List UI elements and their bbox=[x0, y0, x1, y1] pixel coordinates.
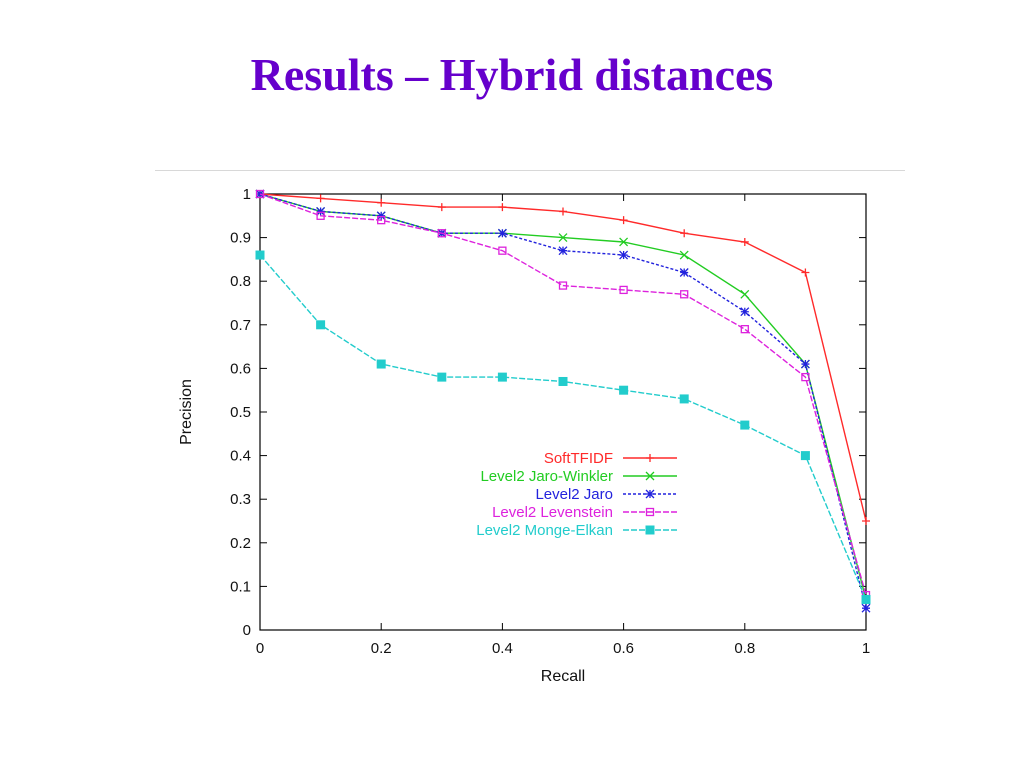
series-line bbox=[259, 193, 867, 609]
y-tick-label: 0.3 bbox=[230, 491, 251, 508]
y-tick-label: 0.9 bbox=[230, 230, 251, 247]
legend-label: Level2 Monge-Elkan bbox=[476, 522, 613, 539]
data-point bbox=[497, 228, 507, 238]
data-point bbox=[645, 489, 655, 499]
data-point bbox=[619, 250, 629, 260]
data-point bbox=[558, 281, 568, 290]
x-axis-label: Recall bbox=[541, 668, 585, 685]
data-point bbox=[645, 525, 655, 535]
data-point bbox=[801, 268, 810, 277]
data-point bbox=[376, 359, 386, 369]
slide-title: Results – Hybrid distances bbox=[250, 49, 774, 100]
data-point bbox=[558, 376, 568, 386]
legend-label: Level2 Jaro-Winkler bbox=[480, 468, 613, 485]
x-tick-label: 1 bbox=[862, 640, 870, 657]
data-point bbox=[862, 517, 870, 525]
y-tick-label: 0.4 bbox=[230, 448, 251, 465]
data-point bbox=[437, 372, 447, 382]
x-tick-label: 0.4 bbox=[492, 640, 513, 657]
legend-item: Level2 Jaro-Winkler bbox=[480, 468, 677, 485]
data-point bbox=[800, 451, 810, 461]
data-point bbox=[740, 325, 749, 334]
legend-item: Level2 Jaro bbox=[535, 486, 677, 503]
series-level2-monge-elkan bbox=[255, 250, 871, 604]
title-divider bbox=[155, 170, 905, 171]
data-point bbox=[861, 594, 871, 604]
data-point bbox=[376, 211, 386, 221]
data-point bbox=[377, 198, 386, 207]
data-point bbox=[316, 211, 325, 220]
y-tick-label: 0 bbox=[243, 622, 251, 639]
plot-frame bbox=[259, 193, 867, 631]
x-tick-label: 0.2 bbox=[371, 640, 392, 657]
x-tick-label: 0 bbox=[256, 640, 264, 657]
data-point bbox=[377, 216, 386, 225]
data-point bbox=[255, 250, 265, 260]
series-line bbox=[259, 193, 867, 596]
data-point bbox=[800, 359, 810, 369]
data-point bbox=[740, 237, 749, 246]
data-point bbox=[619, 237, 629, 247]
legend-item: SoftTFIDF bbox=[544, 450, 677, 467]
series-level2-jaro bbox=[255, 189, 871, 613]
y-tick-label: 1 bbox=[243, 186, 251, 203]
data-point bbox=[497, 372, 507, 382]
data-point bbox=[679, 394, 689, 404]
y-tick-label: 0.5 bbox=[230, 404, 251, 421]
data-point bbox=[559, 207, 567, 216]
y-axis-label: Precision bbox=[178, 379, 195, 445]
data-point bbox=[679, 250, 689, 260]
y-tick-label: 0.6 bbox=[230, 360, 251, 377]
y-tick-label: 0.1 bbox=[230, 578, 251, 595]
legend-label: SoftTFIDF bbox=[544, 450, 613, 467]
data-point bbox=[646, 454, 654, 462]
data-point bbox=[619, 216, 628, 225]
data-point bbox=[679, 268, 689, 277]
data-point bbox=[645, 507, 655, 517]
data-point bbox=[740, 289, 750, 299]
data-point bbox=[558, 233, 568, 243]
data-point bbox=[316, 320, 326, 330]
data-point bbox=[740, 420, 750, 430]
data-point bbox=[680, 229, 689, 238]
data-point bbox=[680, 290, 689, 299]
data-point bbox=[498, 203, 507, 212]
y-tick-label: 0.2 bbox=[230, 535, 251, 552]
data-point bbox=[861, 603, 871, 613]
data-point bbox=[255, 189, 265, 199]
legend-item: Level2 Monge-Elkan bbox=[476, 522, 677, 539]
data-point bbox=[437, 203, 446, 212]
data-point bbox=[619, 285, 628, 295]
data-point bbox=[645, 471, 655, 481]
data-point bbox=[740, 307, 750, 317]
data-point bbox=[316, 194, 325, 203]
y-tick-label: 0.8 bbox=[230, 273, 251, 290]
series-line bbox=[259, 254, 867, 600]
legend-label: Level2 Levenstein bbox=[492, 504, 613, 521]
legend-item: Level2 Levenstein bbox=[492, 504, 677, 521]
x-tick-label: 0.8 bbox=[734, 640, 755, 657]
x-tick-label: 0.6 bbox=[613, 640, 634, 657]
data-point bbox=[437, 229, 446, 238]
data-point bbox=[619, 385, 629, 395]
data-point bbox=[558, 246, 568, 256]
y-tick-label: 0.7 bbox=[230, 317, 251, 334]
data-point bbox=[498, 246, 507, 255]
data-point bbox=[316, 206, 326, 216]
data-point bbox=[801, 372, 810, 382]
legend-label: Level2 Jaro bbox=[535, 486, 613, 503]
